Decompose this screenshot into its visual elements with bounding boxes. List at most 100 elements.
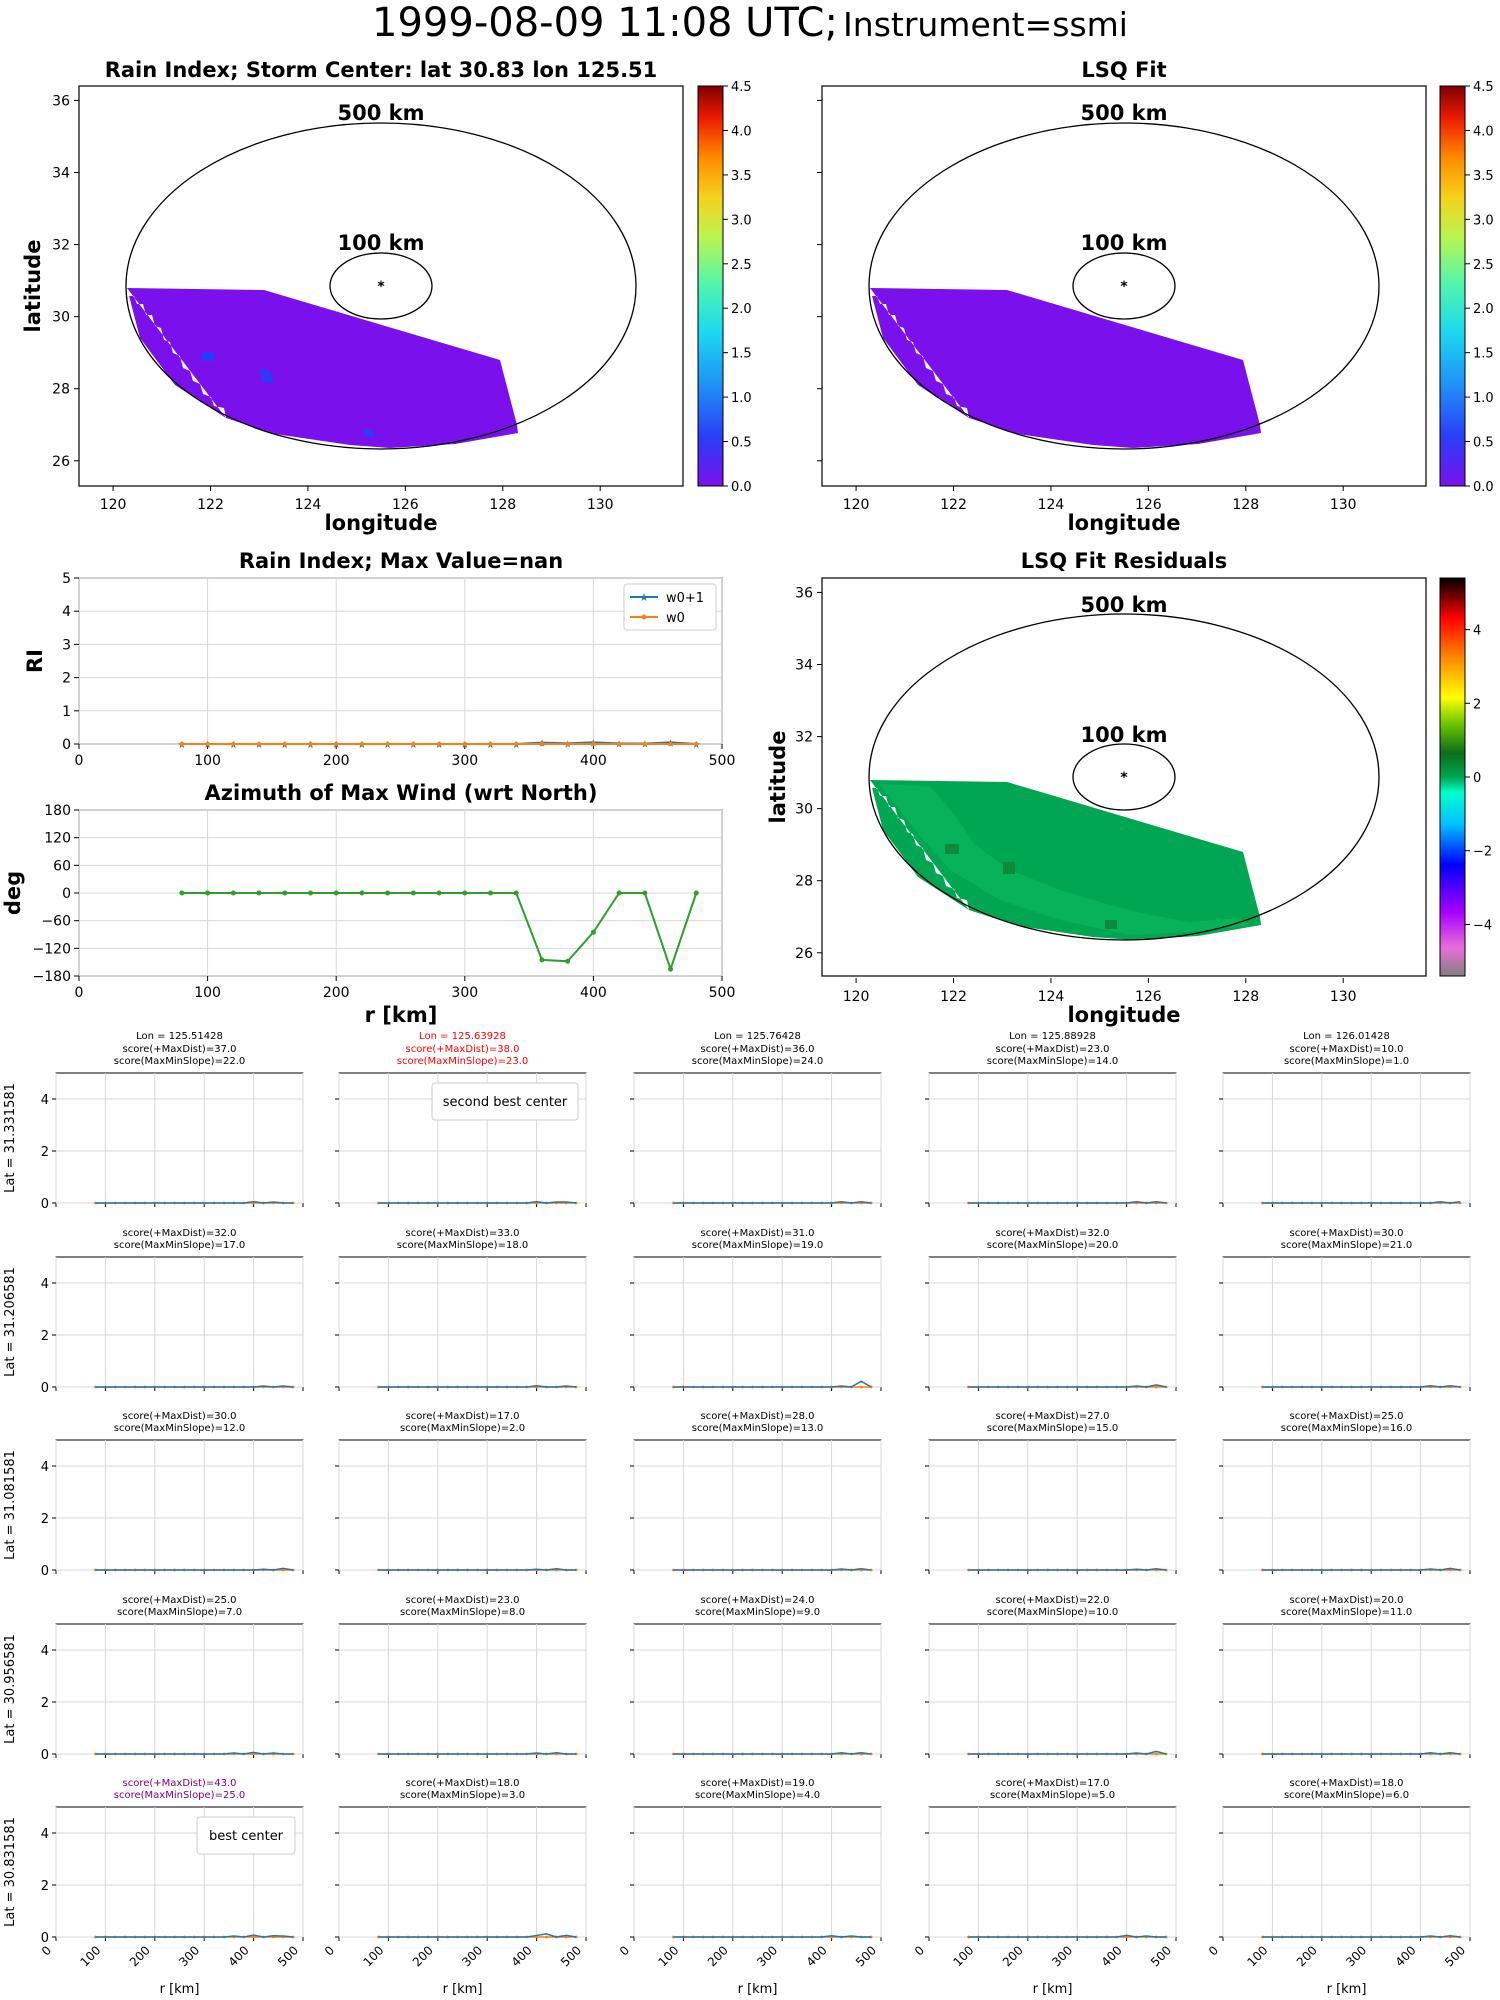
ytick-label: 0 [62, 886, 71, 902]
residual-cell-3 [1105, 920, 1117, 929]
score-panel: score(+MaxDist)=32.0score(MaxMinSlope)=2… [925, 1228, 1177, 1391]
score-panel: score(+MaxDist)=27.0score(MaxMinSlope)=1… [925, 1411, 1177, 1574]
rain-index-line-chart: Rain Index; Max Value=nan 0 100 200 300 400 5… [23, 549, 735, 769]
colorbar-tick-label: 1.5 [1473, 347, 1494, 362]
map-ytick-label: 34 [52, 165, 70, 181]
rain-index-map-title: Rain Index; Storm Center: lat 30.83 lon … [105, 58, 658, 82]
az-point [230, 890, 236, 896]
panel-score-maxdist: score(+MaxDist)=18.0 [406, 1778, 520, 1789]
panel-series-w0p1 [673, 1751, 872, 1755]
az-point [693, 890, 699, 896]
panel-score-slope: score(MaxMinSlope)=9.0 [695, 1607, 820, 1618]
panel-point-w0 [545, 1935, 548, 1939]
az-point [539, 957, 545, 963]
map-xtick-label: 124 [1038, 497, 1065, 513]
figure-datetime: 1999-08-09 11:08 UTC; [372, 0, 838, 46]
az-point [205, 890, 211, 896]
panel-series-w0p1 [95, 1934, 294, 1938]
colorbar-tick-label: 3.5 [1473, 169, 1494, 184]
rain-swath [127, 288, 518, 448]
ri-point-w0 [308, 741, 313, 747]
panel-row-lat-label: Lat = 31.081581 [3, 1450, 18, 1560]
az-point [565, 958, 571, 964]
panel-xtick-label: 400 [226, 1943, 252, 1969]
ri-chart-ylabel: RI [23, 649, 47, 673]
lsq-ring-label-500km: 500 km [1081, 101, 1168, 125]
ri-point-w0 [668, 741, 673, 747]
panel-xtick-label: 200 [410, 1943, 436, 1969]
panel-xtick-label: 100 [77, 1943, 103, 1969]
az-point [179, 890, 185, 896]
panel-series-w0p1 [378, 1384, 577, 1388]
score-panel: score(+MaxDist)=23.0score(MaxMinSlope)=8… [335, 1595, 587, 1758]
score-panel: score(+MaxDist)=33.0score(MaxMinSlope)=1… [335, 1228, 587, 1391]
panel-frame [1222, 1072, 1471, 1204]
az-point [333, 890, 339, 896]
panel-ytick-label: 4 [41, 1827, 49, 1842]
panel-score-maxdist: score(+MaxDist)=43.0 [123, 1778, 237, 1789]
ytick-label: 2 [62, 671, 71, 687]
score-panel: score(+MaxDist)=19.0score(MaxMinSlope)=4… [617, 1778, 882, 1997]
panel-lon-title: Lon = 126.01428 [1303, 1031, 1390, 1042]
panel-frame [55, 1256, 304, 1388]
residuals-ring-500km [868, 613, 1380, 941]
panel-score-slope: score(MaxMinSlope)=1.0 [1284, 1056, 1409, 1067]
az-point [282, 890, 288, 896]
az-point [256, 890, 262, 896]
panel-xtick-label: 300 [459, 1943, 485, 1969]
panel-score-maxdist: score(+MaxDist)=23.0 [406, 1595, 520, 1606]
panel-series-w0p1 [968, 1384, 1167, 1388]
panel-series-w0p1 [95, 1567, 294, 1571]
panel-score-slope: score(MaxMinSlope)=4.0 [695, 1790, 820, 1801]
ring-label-100km: 100 km [338, 231, 425, 255]
lsq-ring-500km [868, 122, 1380, 450]
colorbar-tick-label: 3.0 [1473, 213, 1494, 228]
ri-point-w0 [591, 741, 596, 747]
lsq-ring-label-100km: 100 km [1081, 231, 1168, 255]
panel-ytick-label: 2 [41, 1145, 49, 1160]
panel-series-w0p1 [378, 1933, 577, 1938]
map-ytick-label: 36 [52, 93, 70, 109]
ri-point-w0 [231, 741, 236, 747]
xtick-label: 200 [323, 985, 350, 1001]
panel-score-slope: score(MaxMinSlope)=25.0 [114, 1790, 245, 1801]
panel-series-w0p1 [95, 1200, 294, 1204]
lsq-ring-100km [1072, 252, 1176, 320]
panel-lon-title: Lon = 125.76428 [714, 1031, 801, 1042]
lsq-storm-center-marker: * [1120, 279, 1128, 295]
panel-series-w0p1 [968, 1934, 1167, 1938]
residuals-swath [870, 780, 1261, 940]
panel-series-w0p1 [968, 1750, 1167, 1755]
azimuth-line-chart: Azimuth of Max Wind (wrt North) 0 100 200 3… [1, 781, 735, 1027]
ytick-label: 5 [62, 571, 71, 587]
colorbar-tick-label: 4 [1473, 624, 1481, 639]
score-panel: score(+MaxDist)=18.0score(MaxMinSlope)=3… [322, 1778, 587, 1997]
panel-ytick-label: 2 [41, 1696, 49, 1711]
az-point [513, 890, 519, 896]
panel-frame [55, 1623, 304, 1755]
panel-series-w0p1 [1262, 1934, 1461, 1938]
panel-score-maxdist: score(+MaxDist)=31.0 [701, 1228, 815, 1239]
panel-ytick-label: 0 [41, 1381, 49, 1396]
xtick-label: 500 [709, 985, 736, 1001]
panel-series-w0p1 [673, 1567, 872, 1571]
panel-xtick-label: 300 [1343, 1943, 1369, 1969]
ytick-label: 4 [62, 604, 71, 620]
ri-point-w0 [694, 741, 699, 747]
score-panel: score(+MaxDist)=31.0score(MaxMinSlope)=1… [630, 1228, 882, 1391]
map-xtick-label: 128 [489, 497, 516, 513]
panel-score-slope: score(MaxMinSlope)=5.0 [990, 1790, 1115, 1801]
map-xtick-label: 122 [197, 497, 224, 513]
xtick-label: 100 [194, 753, 221, 769]
ri-point-w0 [514, 741, 519, 747]
ri-point-w0 [462, 741, 467, 747]
panel-score-maxdist: score(+MaxDist)=28.0 [701, 1411, 815, 1422]
rain-cell-3 [363, 428, 375, 437]
colorbar-tick-label: 0.0 [731, 480, 752, 495]
ytick-label: −60 [41, 914, 71, 930]
panel-score-slope: score(MaxMinSlope)=14.0 [987, 1056, 1118, 1067]
az-point [488, 890, 494, 896]
panel-frame [338, 1256, 587, 1388]
ri-point-w0 [539, 741, 545, 747]
panel-xtick-label: 0 [912, 1943, 927, 1958]
